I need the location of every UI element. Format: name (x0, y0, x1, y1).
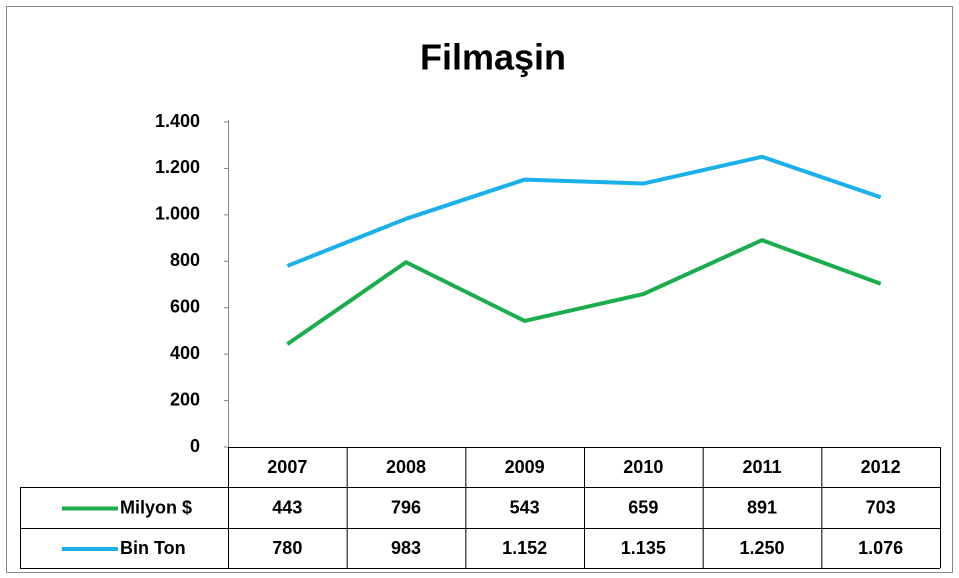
x-tick-label: 2007 (267, 457, 307, 477)
y-tick-label: 0 (190, 436, 200, 456)
x-tick-label: 2012 (861, 457, 901, 477)
legend-label: Bin Ton (120, 538, 186, 558)
y-tick-label: 1.000 (155, 204, 200, 224)
table-value: 1.250 (739, 538, 784, 558)
table-value: 1.152 (502, 538, 547, 558)
table-value: 983 (391, 538, 421, 558)
chart-title: Filmaşin (420, 37, 566, 78)
legend-label: Milyon $ (120, 497, 192, 517)
y-tick-label: 200 (170, 389, 200, 409)
chart-border (6, 6, 953, 573)
table-value: 1.135 (621, 538, 666, 558)
table-value: 659 (628, 497, 658, 517)
x-tick-label: 2011 (742, 457, 781, 477)
y-tick-label: 400 (170, 343, 200, 363)
line-series (286, 238, 882, 346)
table-value: 1.076 (858, 538, 903, 558)
line-series (286, 154, 882, 268)
x-tick-label: 2008 (386, 457, 426, 477)
table-value: 543 (510, 497, 540, 517)
y-tick-label: 1.400 (155, 111, 200, 131)
y-tick-label: 800 (170, 250, 200, 270)
y-tick-label: 600 (170, 296, 200, 316)
table-value: 443 (272, 497, 302, 517)
x-tick-label: 2010 (623, 457, 663, 477)
table-value: 891 (747, 497, 777, 517)
table-value: 703 (866, 497, 896, 517)
x-tick-label: 2009 (505, 457, 545, 477)
y-tick-label: 1.200 (155, 157, 200, 177)
table-value: 780 (272, 538, 302, 558)
table-value: 796 (391, 497, 421, 517)
